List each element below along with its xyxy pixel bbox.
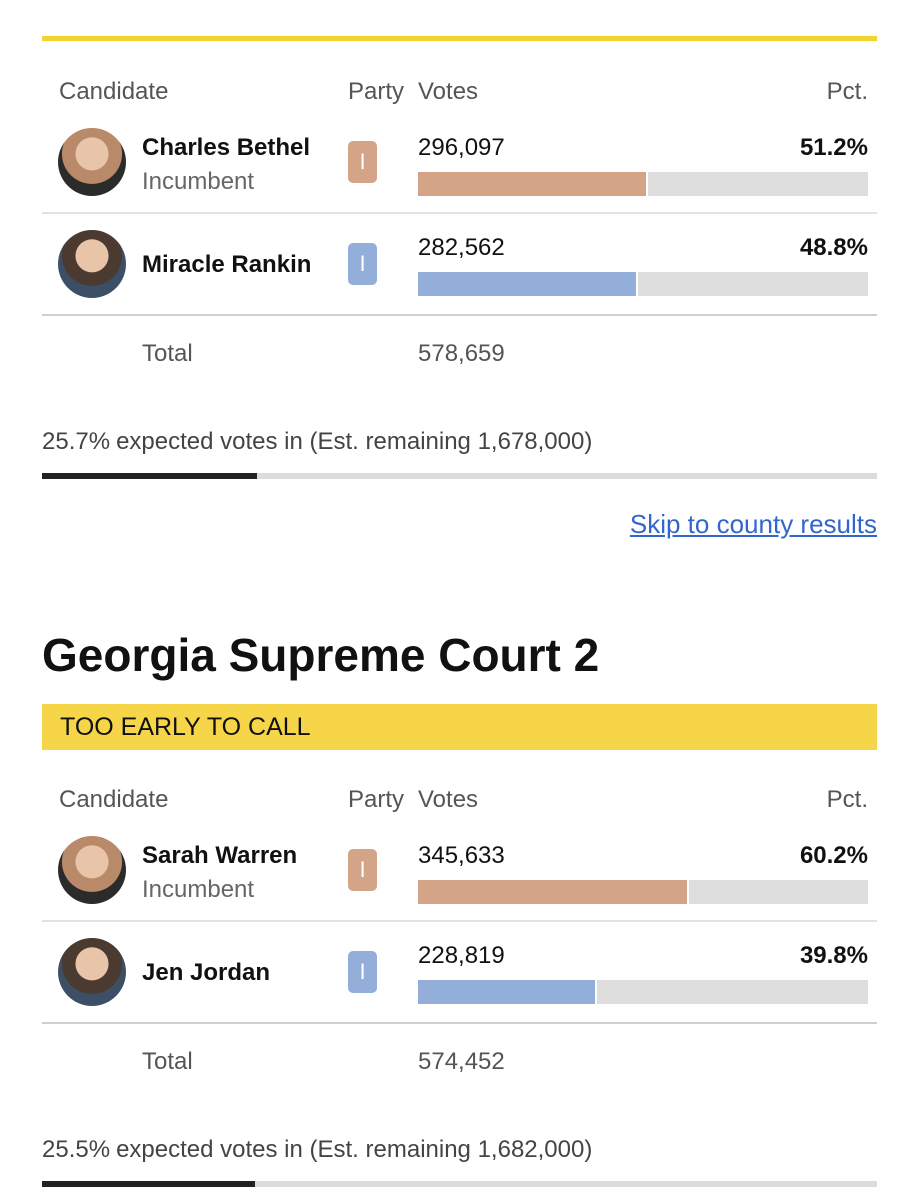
vote-count: 345,633 — [418, 842, 505, 869]
total-label: Total — [142, 340, 193, 367]
total-label: Total — [142, 1048, 193, 1075]
vote-count: 228,819 — [418, 942, 505, 969]
expected-line: 25.7% expected votes in (Est. remaining 1… — [42, 426, 592, 458]
skip-link[interactable]: Skip to county results — [629, 509, 877, 539]
column-header: Votes — [418, 78, 479, 105]
column-header: Votes — [418, 786, 479, 813]
total-votes: 574,452 — [418, 1048, 505, 1075]
progress-track — [42, 1181, 877, 1187]
party-badge: I — [348, 141, 377, 183]
expected-line: 25.5% expected votes in (Est. remaining 1… — [42, 1134, 592, 1166]
expected-pct: 25.7% — [42, 428, 111, 455]
total-votes: 578,659 — [418, 340, 505, 367]
vote-pct: 60.2% — [799, 842, 868, 869]
candidate-name: Miracle Rankin — [142, 251, 312, 278]
avatar — [58, 128, 126, 196]
expected-text: expected votes in (Est. remaining 1,682,… — [116, 1136, 593, 1163]
progress-bar — [42, 473, 257, 479]
vote-bar — [418, 880, 689, 904]
progress-bar — [42, 1181, 255, 1187]
expected-pct: 25.5% — [42, 1136, 111, 1163]
vote-bar — [418, 272, 638, 296]
column-header: Pct. — [826, 786, 868, 813]
divider — [42, 1022, 877, 1024]
divider — [42, 314, 877, 316]
race-title: Georgia Supreme Court 2 — [42, 629, 600, 681]
vote-pct: 48.8% — [799, 234, 868, 261]
vote-bar — [418, 980, 598, 1004]
candidate-note: Incumbent — [142, 876, 255, 903]
vote-count: 296,097 — [418, 134, 505, 161]
column-header: Party — [348, 78, 405, 105]
vote-pct: 39.8% — [799, 942, 868, 969]
status-text: TOO EARLY TO CALL — [60, 713, 311, 741]
avatar — [58, 230, 126, 298]
party-badge: I — [348, 243, 377, 285]
candidate-name: Charles Bethel — [142, 134, 311, 161]
avatar — [58, 836, 126, 904]
candidate-note: Incumbent — [142, 168, 255, 195]
divider — [42, 212, 877, 214]
expected-text: expected votes in (Est. remaining 1,678,… — [116, 428, 593, 455]
party-badge: I — [348, 849, 377, 891]
candidate-name: Sarah Warren — [142, 842, 298, 869]
vote-bar — [418, 172, 649, 196]
column-header: Party — [348, 786, 405, 813]
column-header: Candidate — [59, 786, 169, 813]
divider — [42, 920, 877, 922]
column-header: Candidate — [59, 78, 169, 105]
vote-count: 282,562 — [418, 234, 505, 261]
top-rule — [42, 36, 877, 41]
column-header: Pct. — [826, 78, 868, 105]
progress-track — [42, 473, 877, 479]
candidate-name: Jen Jordan — [142, 959, 271, 986]
party-badge: I — [348, 951, 377, 993]
vote-pct: 51.2% — [799, 134, 868, 161]
status-banner — [42, 704, 877, 750]
avatar — [58, 938, 126, 1006]
